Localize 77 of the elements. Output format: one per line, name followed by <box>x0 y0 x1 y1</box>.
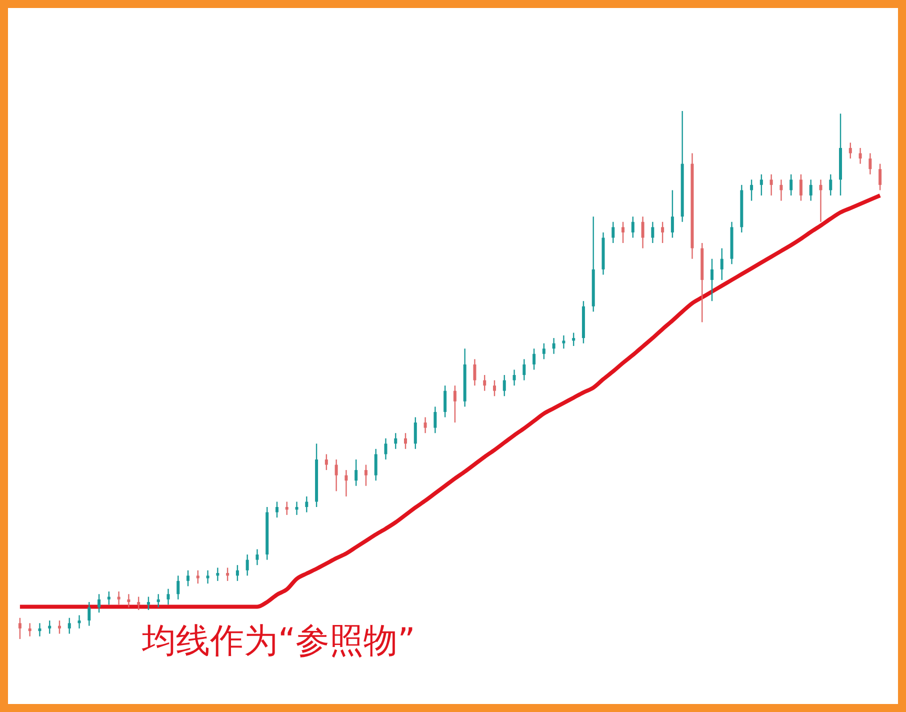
candlestick <box>305 496 308 513</box>
candlestick <box>670 190 674 238</box>
candlestick <box>750 179 754 202</box>
candlestick <box>434 406 437 434</box>
annotation: 均线作为“参照物” <box>142 620 416 663</box>
candlestick <box>374 448 378 482</box>
candlestick <box>868 152 872 175</box>
candlestick <box>572 332 576 347</box>
candlestick <box>878 163 882 191</box>
candlestick <box>28 622 32 637</box>
candlestick <box>542 342 546 360</box>
candlestick <box>88 601 91 626</box>
candlestick <box>107 590 110 606</box>
candlestick <box>236 564 239 582</box>
candlestick <box>226 567 230 582</box>
candlestick <box>858 147 862 164</box>
candlestick <box>38 622 42 637</box>
candlestick <box>710 258 714 302</box>
candlestick <box>453 384 456 424</box>
candlestick <box>137 596 140 611</box>
candlestick <box>512 369 516 386</box>
candlestick <box>98 594 101 614</box>
candlestick <box>404 432 408 450</box>
candlestick <box>612 221 615 244</box>
candlestick <box>334 458 338 492</box>
candlestick <box>790 174 793 196</box>
candlestick <box>344 469 348 498</box>
candlestick <box>502 374 506 397</box>
candlestick <box>166 588 170 606</box>
candlestick <box>661 221 664 244</box>
candlestick <box>186 570 190 587</box>
candlestick <box>256 548 259 566</box>
candlestick <box>146 596 150 611</box>
candlestick <box>394 432 398 450</box>
candlestick <box>780 179 783 202</box>
candlestick <box>127 594 130 608</box>
candlestick <box>295 501 298 516</box>
candlestick <box>324 454 328 471</box>
candlestick <box>444 384 447 418</box>
candlestick <box>117 590 120 606</box>
candlestick <box>799 174 802 202</box>
candlestick <box>552 337 556 354</box>
candlestick <box>522 358 526 381</box>
candlestick <box>275 501 278 518</box>
candlestick <box>216 567 220 582</box>
candlestick <box>562 334 566 350</box>
candlestick <box>78 614 81 630</box>
candlestick <box>156 594 160 608</box>
candlestick <box>651 221 654 244</box>
candlestick <box>532 348 536 370</box>
candlestick <box>246 554 249 576</box>
candlestick <box>354 458 358 486</box>
candlestick <box>809 179 812 202</box>
candlestick <box>631 216 634 238</box>
candlestick <box>848 142 852 160</box>
candlestick <box>414 416 417 450</box>
candlestick <box>364 464 368 486</box>
candlestick <box>473 358 476 386</box>
candlestick <box>206 570 210 584</box>
candlestick <box>176 575 180 600</box>
candlestick <box>58 620 61 634</box>
candlestick <box>68 617 71 634</box>
candlestick <box>196 570 200 584</box>
candlestick <box>770 174 773 196</box>
candlestick <box>641 216 644 249</box>
candlestick <box>285 501 288 516</box>
candlestick <box>48 620 52 634</box>
candlestick <box>424 416 427 434</box>
candlestick <box>18 617 22 640</box>
candlestick <box>829 174 832 196</box>
candlestick <box>483 374 486 392</box>
candlestick <box>760 174 763 196</box>
candlestick <box>819 179 822 222</box>
candlestick <box>622 221 625 244</box>
candlestick <box>384 438 388 460</box>
candlestick <box>492 380 496 397</box>
candlestick <box>720 248 724 281</box>
